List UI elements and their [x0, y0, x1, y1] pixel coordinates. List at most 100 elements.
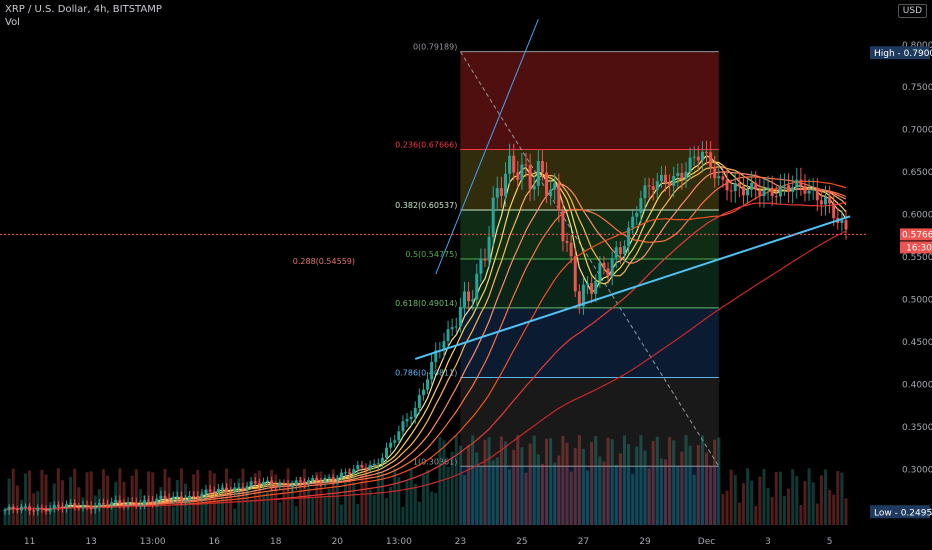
candle-body — [606, 268, 610, 277]
volume-bar — [528, 443, 532, 525]
candle-body — [163, 495, 167, 499]
volume-bar — [409, 468, 413, 525]
candle-body — [389, 442, 393, 448]
candle-body — [651, 186, 655, 190]
candle-body — [220, 487, 224, 489]
candle-body — [528, 165, 532, 190]
volume-bar — [73, 468, 77, 525]
countdown-badge: 16:30 — [906, 243, 932, 253]
candle-body — [795, 179, 799, 188]
volume-bar — [200, 491, 204, 525]
candle-body — [532, 185, 536, 190]
candle-body — [323, 477, 327, 483]
symbol-title: XRP / U.S. Dollar, 4h, BITSTAMP — [5, 4, 162, 15]
candle-body — [290, 484, 294, 487]
volume-bar — [520, 447, 524, 525]
candle-body — [122, 503, 126, 506]
fib-level-label: 0.236(0.67666) — [395, 140, 457, 149]
candle-body — [778, 186, 782, 197]
candle-body — [89, 505, 93, 510]
candle-body — [561, 210, 565, 242]
volume-bar — [249, 499, 253, 525]
candle-body — [733, 183, 737, 192]
volume-bar — [737, 502, 741, 525]
candle-body — [803, 185, 807, 194]
volume-bar — [713, 439, 717, 525]
volume-bar — [512, 449, 516, 525]
candle-body — [348, 472, 352, 474]
volume-bar — [397, 477, 401, 525]
volume-bar — [787, 488, 791, 525]
volume-bar — [188, 501, 192, 525]
volume-bar — [335, 475, 339, 525]
candle-body — [126, 502, 130, 506]
volume-bar — [257, 470, 261, 525]
volume-bar — [380, 472, 384, 525]
volume-bar — [241, 468, 245, 525]
candle-body — [479, 258, 483, 274]
volume-bar — [643, 450, 647, 525]
candle-body — [393, 440, 397, 443]
candle-body — [844, 220, 848, 230]
volume-bar — [405, 479, 409, 525]
volume-bar — [364, 469, 368, 525]
volume-bar — [803, 481, 807, 525]
candle-body — [782, 185, 786, 187]
candle-body — [536, 161, 540, 186]
volume-bar — [627, 444, 631, 525]
volume-bar — [467, 445, 471, 525]
candle-body — [15, 508, 19, 511]
candle-body — [750, 182, 754, 190]
candle-body — [672, 175, 676, 186]
volume-bar — [524, 472, 528, 525]
moving-average-line — [4, 230, 847, 511]
volume-bar — [483, 439, 487, 525]
fib-zone — [460, 377, 719, 467]
volume-bar — [126, 504, 130, 525]
candle-body — [709, 152, 713, 167]
currency-button[interactable]: USD — [897, 4, 927, 18]
volume-bar — [28, 470, 32, 525]
volume-bar — [709, 465, 713, 525]
countdown-badge-bg — [900, 241, 932, 254]
candle-body — [376, 463, 380, 465]
candle-body — [245, 486, 249, 490]
volume-bar — [101, 469, 105, 525]
candle-body — [668, 183, 672, 186]
candle-body — [114, 500, 118, 503]
candle-body — [356, 465, 360, 470]
volume-bar — [266, 491, 270, 525]
volume-bar — [618, 453, 622, 525]
volume-bar — [680, 451, 684, 525]
volume-bar — [286, 468, 290, 525]
volume-bar — [417, 501, 421, 525]
volume-bar — [754, 505, 758, 525]
volume-bar — [110, 504, 114, 525]
volume-bar — [631, 473, 635, 525]
volume-bar — [819, 475, 823, 525]
x-tick-label: 5 — [827, 537, 833, 547]
volume-bar — [233, 508, 237, 525]
candle-body — [294, 480, 298, 485]
candle-body — [586, 283, 590, 285]
candle-body — [569, 242, 573, 257]
candle-body — [495, 188, 499, 198]
volume-bar — [766, 487, 770, 525]
candle-body — [184, 499, 188, 501]
candle-body — [594, 280, 598, 294]
volume-bar — [836, 471, 840, 525]
x-tick-label: 13:00 — [140, 537, 166, 547]
candle-body — [216, 488, 220, 493]
candle-body — [360, 465, 364, 468]
candle-body — [462, 291, 466, 307]
candle-body — [36, 507, 40, 511]
x-tick-label: 23 — [455, 537, 466, 547]
volume-bar — [282, 483, 286, 525]
volume-bar — [676, 467, 680, 525]
last-price-badge: 0.57666 — [902, 230, 932, 240]
volume-bar — [672, 440, 676, 525]
volume-bar — [339, 504, 343, 525]
